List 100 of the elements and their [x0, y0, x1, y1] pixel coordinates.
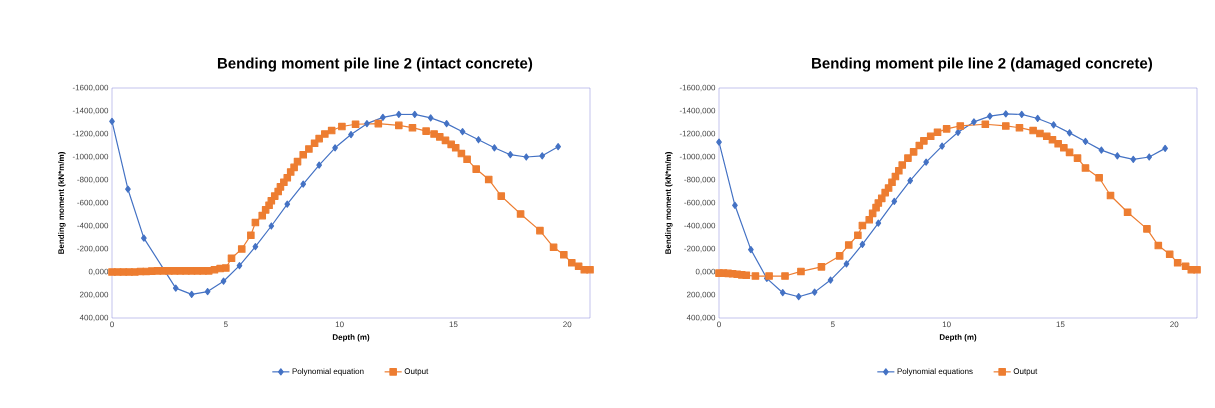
point	[427, 114, 434, 122]
point	[1015, 123, 1024, 132]
y-tick-label: -800,000	[684, 176, 716, 184]
point	[1082, 137, 1089, 146]
chart-title: Bending moment pile line 2 (intact concrete)	[217, 57, 533, 72]
x-tick-label: 10	[335, 321, 344, 328]
point	[779, 289, 786, 297]
y-tick-label: -1200,000	[679, 130, 716, 138]
x-tick-label: 5	[830, 321, 835, 328]
y-tick-label: 200,000	[79, 291, 109, 299]
point	[1073, 154, 1082, 162]
y-tick-label: 400,000	[686, 314, 716, 322]
point	[380, 113, 386, 121]
point	[742, 271, 751, 280]
point	[909, 148, 918, 156]
y-tick-label: -600,000	[77, 199, 109, 207]
y-tick-label: -200,000	[77, 245, 109, 253]
point	[268, 222, 275, 230]
point	[1165, 250, 1174, 258]
point	[1095, 173, 1103, 182]
point	[1066, 129, 1073, 137]
x-tick-label: 0	[110, 321, 114, 328]
point	[204, 287, 211, 296]
point	[188, 290, 195, 299]
point	[1173, 259, 1182, 267]
point	[1114, 152, 1121, 160]
point	[172, 284, 179, 292]
point	[555, 143, 561, 151]
point	[781, 272, 789, 280]
point	[1060, 144, 1068, 152]
point	[1162, 144, 1168, 152]
point	[923, 158, 929, 166]
point	[875, 219, 882, 227]
point	[865, 215, 874, 224]
y-tick-label: 0,000	[88, 268, 109, 276]
point	[284, 200, 291, 208]
point	[981, 120, 990, 129]
point	[898, 161, 907, 169]
y-tick-label: -200,000	[684, 245, 716, 253]
point	[141, 234, 147, 242]
point	[1002, 122, 1010, 130]
point	[316, 161, 322, 169]
y-tick-label: 200,000	[686, 291, 716, 299]
point	[854, 231, 862, 239]
point	[1050, 121, 1057, 129]
x-tick-label: 5	[223, 321, 228, 328]
point	[364, 120, 370, 128]
point	[888, 178, 896, 187]
point	[1143, 225, 1151, 233]
point	[300, 180, 307, 188]
point	[827, 276, 834, 284]
point	[797, 267, 805, 276]
chart-title: Bending moment pile line 2 (damaged concrete)	[812, 57, 1153, 72]
point	[1054, 139, 1062, 148]
point	[220, 277, 227, 285]
point	[443, 120, 450, 128]
point	[1193, 265, 1201, 274]
point	[1154, 241, 1163, 250]
point	[844, 241, 853, 249]
point	[817, 263, 826, 271]
x-tick-label: 10	[942, 321, 951, 328]
point	[971, 118, 977, 126]
y-tick-label: -1400,000	[72, 107, 109, 115]
point	[475, 136, 482, 144]
point	[1123, 208, 1132, 216]
point	[1146, 153, 1153, 161]
point	[955, 128, 961, 136]
point	[332, 144, 338, 152]
legend-label: Polynomial equations	[897, 368, 973, 376]
point	[835, 252, 844, 260]
y-tick-label: -400,000	[77, 222, 109, 230]
point	[507, 151, 514, 159]
point	[907, 176, 914, 185]
point	[811, 288, 818, 296]
y-tick-label: -600,000	[684, 199, 716, 207]
point	[859, 240, 866, 248]
point	[939, 142, 945, 150]
point	[751, 272, 760, 280]
point	[236, 262, 243, 270]
y-tick-label: -400,000	[684, 222, 716, 230]
point	[1036, 129, 1044, 138]
point	[716, 138, 722, 146]
point	[1042, 132, 1051, 141]
point	[252, 243, 259, 251]
x-tick-label: 15	[449, 321, 458, 328]
point	[459, 128, 466, 136]
point	[395, 110, 402, 119]
y-tick-label: -1200,000	[72, 130, 109, 138]
point	[1081, 164, 1090, 172]
point	[1018, 110, 1025, 119]
point	[843, 260, 850, 268]
y-tick-label: -1600,000	[679, 84, 716, 92]
y-tick-label: -1600,000	[72, 84, 109, 92]
point	[933, 128, 942, 137]
point	[539, 152, 546, 160]
x-axis-title: Depth (m)	[939, 334, 977, 342]
y-tick-label: 0,000	[695, 268, 716, 276]
legend-label: Output	[1013, 368, 1038, 376]
y-tick-label: -1000,000	[679, 153, 716, 161]
point	[1002, 110, 1009, 118]
